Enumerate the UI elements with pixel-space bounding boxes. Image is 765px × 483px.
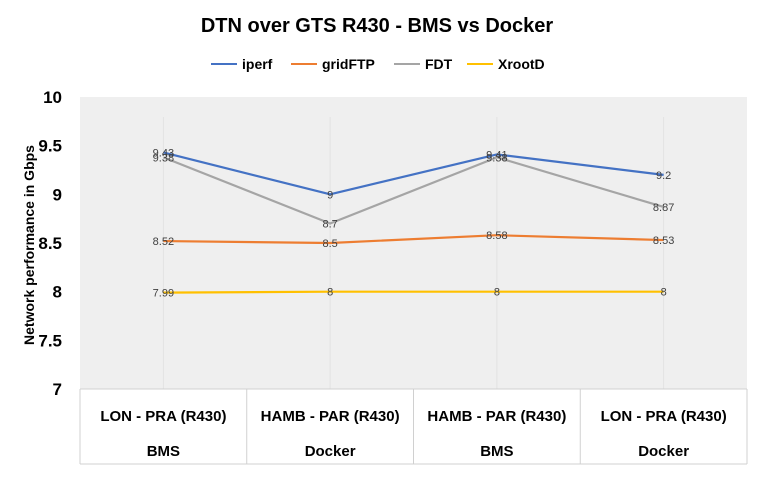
x-category-route-label: HAMB - PAR (R430) <box>261 408 400 425</box>
data-label-fdt: 9.38 <box>486 152 507 164</box>
data-label-gridftp: 8.5 <box>322 238 337 250</box>
legend-label-fdt: FDT <box>425 56 453 72</box>
data-label-gridftp: 8.52 <box>153 236 174 248</box>
chart-title: DTN over GTS R430 - BMS vs Docker <box>201 15 554 37</box>
x-category-route-label: HAMB - PAR (R430) <box>427 408 566 425</box>
data-label-gridftp: 8.58 <box>486 230 507 242</box>
series-line-gridftp <box>163 234 664 245</box>
legend-label-gridftp: gridFTP <box>322 56 375 72</box>
data-label-xrootd: 8 <box>327 287 333 299</box>
plot-area <box>80 97 747 389</box>
y-tick-label: 8.5 <box>38 234 62 253</box>
data-label-fdt: 9.38 <box>153 152 174 164</box>
data-label-iperf: 9.43 <box>153 147 174 159</box>
x-axis-table: LON - PRA (R430) BMS HAMB - PAR (R430) Dock… <box>79 388 748 465</box>
y-axis-label: Network performance in Gbps <box>21 145 37 345</box>
legend: iperf gridFTP FDT XrootD <box>211 56 545 72</box>
series-line-fdt <box>162 156 664 225</box>
x-category-env-label: BMS <box>147 443 180 460</box>
data-label-gridftp: 8.53 <box>653 235 674 247</box>
y-tick-label: 8 <box>53 283 62 302</box>
data-label-fdt: 8.7 <box>322 219 337 231</box>
plot-background <box>80 97 747 389</box>
data-label-fdt: 8.87 <box>653 202 674 214</box>
legend-label-iperf: iperf <box>242 56 273 72</box>
x-category-env-label: BMS <box>480 443 513 460</box>
y-tick-label: 9.5 <box>38 137 62 156</box>
x-category-route-label: LON - PRA (R430) <box>100 408 226 425</box>
data-label-xrootd: 8 <box>661 287 667 299</box>
x-category-env-label: Docker <box>638 443 689 460</box>
series-layer: 9.43 9 9.41 9.2 8.52 8.5 8.58 8.53 9.38 8.7 9.38 8.… <box>153 147 675 299</box>
data-label-iperf: 9.41 <box>486 149 507 161</box>
x-category-env-label: Docker <box>305 443 356 460</box>
series-line-iperf <box>163 151 664 196</box>
y-tick-label: 10 <box>43 88 62 107</box>
data-label-iperf: 9 <box>327 189 333 201</box>
data-label-xrootd: 7.99 <box>153 288 174 300</box>
series-line-xrootd <box>163 290 664 294</box>
legend-label-xrootd: XrootD <box>498 56 545 72</box>
data-label-iperf: 9.2 <box>656 170 671 182</box>
x-category-route-label: LON - PRA (R430) <box>601 408 727 425</box>
y-tick-label: 9 <box>53 185 62 204</box>
y-tick-label: 7 <box>53 380 62 399</box>
y-tick-label: 7.5 <box>38 331 62 350</box>
y-axis: 7 7.5 8 8.5 9 9.5 10 <box>38 88 62 399</box>
data-label-xrootd: 8 <box>494 287 500 299</box>
